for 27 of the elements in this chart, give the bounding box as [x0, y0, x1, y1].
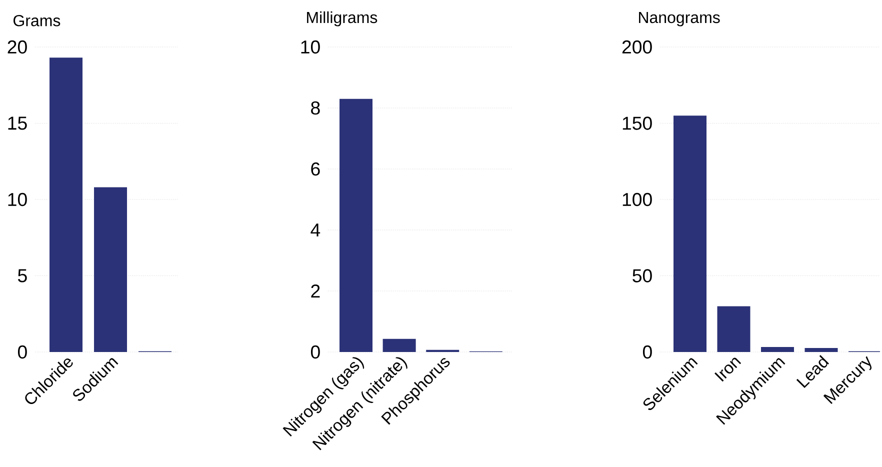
bar [761, 346, 794, 352]
y-tick-label: 0 [310, 345, 320, 359]
y-tick-label: 15 [8, 116, 27, 130]
y-tick-label: 5 [18, 269, 27, 282]
bar [94, 187, 128, 352]
y-tick-label: 20 [8, 40, 27, 54]
chart-title: Nanograms [639, 12, 720, 26]
bar [382, 338, 416, 352]
y-tick-label: 100 [622, 192, 652, 206]
y-tick-label: 8 [311, 101, 320, 115]
y-tick-label: 2 [311, 284, 320, 298]
chart-title: Grams [14, 14, 60, 26]
y-tick-label: 4 [310, 224, 320, 236]
y-tick-label: 0 [18, 345, 27, 359]
y-tick-label: 150 [622, 116, 652, 130]
y-tick-label: 10 [301, 40, 320, 54]
bar [340, 98, 372, 352]
bar [674, 116, 706, 352]
y-tick-label: 0 [642, 345, 652, 359]
bar [804, 348, 838, 352]
chart-title: Milligrams [307, 11, 378, 26]
y-tick-label: 200 [622, 40, 652, 54]
y-tick-label: 10 [8, 192, 27, 206]
y-tick-label: 50 [632, 269, 652, 282]
bar [50, 58, 83, 352]
bar [717, 306, 750, 352]
y-tick-label: 6 [311, 162, 320, 176]
